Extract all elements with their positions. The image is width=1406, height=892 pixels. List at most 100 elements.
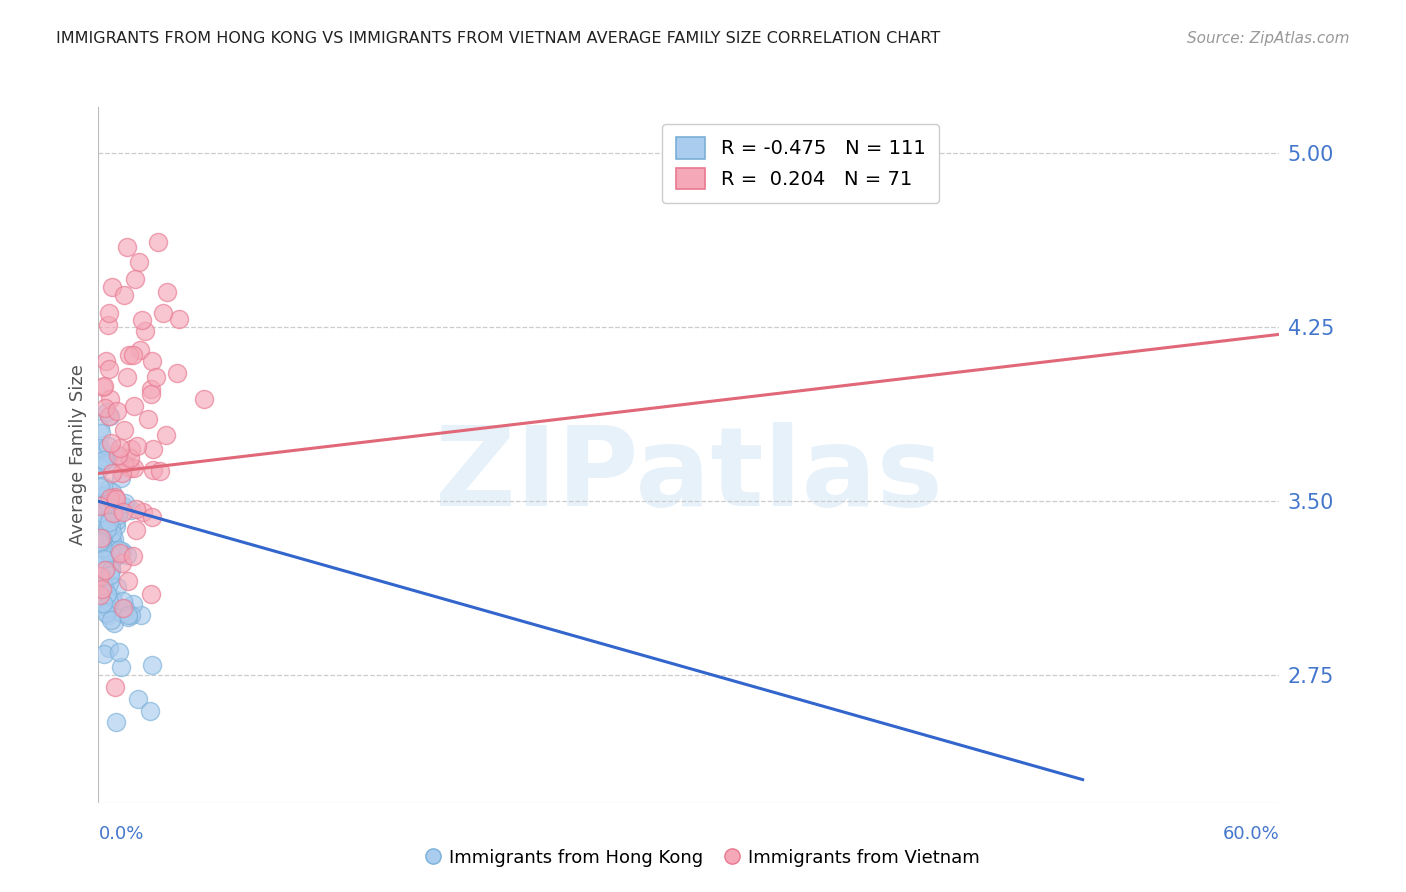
Point xyxy=(122,399,145,413)
Point xyxy=(90,491,112,506)
Point xyxy=(90,555,112,569)
Point xyxy=(93,378,115,392)
Point xyxy=(93,531,115,545)
Point xyxy=(142,442,165,456)
Point xyxy=(111,556,134,570)
Point xyxy=(117,370,139,384)
Point xyxy=(93,449,115,463)
Point xyxy=(139,587,162,601)
Text: ZIPatlas: ZIPatlas xyxy=(434,422,943,529)
Point xyxy=(112,456,135,470)
Point xyxy=(117,609,139,624)
Text: 0.0%: 0.0% xyxy=(98,825,143,843)
Point xyxy=(90,516,112,530)
Point xyxy=(141,657,163,672)
Point xyxy=(96,587,118,601)
Point xyxy=(110,660,132,674)
Point xyxy=(93,453,115,467)
Point xyxy=(100,436,122,450)
Point xyxy=(93,598,115,612)
Point xyxy=(105,404,128,418)
Point xyxy=(100,519,122,533)
Point xyxy=(96,521,118,535)
Point xyxy=(93,507,115,521)
Point xyxy=(97,607,120,622)
Point xyxy=(122,461,145,475)
Point xyxy=(107,548,129,562)
Point xyxy=(90,530,112,544)
Point xyxy=(91,535,114,549)
Point xyxy=(97,318,120,332)
Point xyxy=(120,503,142,517)
Point xyxy=(152,306,174,320)
Point xyxy=(97,497,120,511)
Point xyxy=(111,594,134,608)
Point xyxy=(112,288,135,302)
Point xyxy=(91,541,114,555)
Point xyxy=(124,272,146,286)
Point xyxy=(96,456,118,470)
Point xyxy=(98,305,121,319)
Point xyxy=(98,559,121,574)
Point xyxy=(100,557,122,571)
Point xyxy=(96,607,118,621)
Point xyxy=(93,579,115,593)
Point xyxy=(89,533,111,548)
Point xyxy=(110,546,132,560)
Point xyxy=(118,460,141,475)
Point xyxy=(89,461,111,475)
Point xyxy=(111,466,134,480)
Point xyxy=(98,491,121,505)
Point xyxy=(148,831,170,846)
Point xyxy=(108,543,131,558)
Point xyxy=(100,534,122,549)
Point xyxy=(89,591,111,606)
Point xyxy=(101,280,124,294)
Point xyxy=(97,409,120,423)
Point xyxy=(121,597,143,611)
Point xyxy=(107,504,129,518)
Point xyxy=(101,525,124,540)
Point xyxy=(100,466,122,480)
Point xyxy=(120,608,142,623)
Point xyxy=(117,607,139,622)
Point xyxy=(104,490,127,504)
Point xyxy=(103,615,125,630)
Point xyxy=(91,506,114,520)
Point xyxy=(122,549,145,563)
Point xyxy=(93,557,115,571)
Point xyxy=(101,484,124,499)
Point xyxy=(114,496,136,510)
Point xyxy=(110,441,132,455)
Point xyxy=(91,597,114,611)
Point xyxy=(89,480,111,494)
Point xyxy=(90,532,112,546)
Point xyxy=(148,235,170,249)
Point xyxy=(89,516,111,530)
Point xyxy=(111,499,134,513)
Point xyxy=(139,704,162,718)
Point xyxy=(118,348,141,362)
Point xyxy=(94,525,117,540)
Point xyxy=(89,508,111,523)
Point xyxy=(125,523,148,537)
Point xyxy=(89,488,111,502)
Point xyxy=(107,508,129,523)
Point xyxy=(89,556,111,570)
Point xyxy=(105,491,128,506)
Point xyxy=(193,392,215,406)
Point xyxy=(136,411,159,425)
Point xyxy=(89,455,111,469)
Point xyxy=(94,539,117,553)
Point xyxy=(90,443,112,458)
Point xyxy=(167,311,190,326)
Point xyxy=(108,645,131,659)
Point xyxy=(97,576,120,591)
Point xyxy=(89,588,111,602)
Point xyxy=(89,442,111,456)
Point xyxy=(91,503,114,517)
Point xyxy=(100,533,122,547)
Point xyxy=(101,591,124,606)
Point xyxy=(97,439,120,453)
Point xyxy=(127,692,149,706)
